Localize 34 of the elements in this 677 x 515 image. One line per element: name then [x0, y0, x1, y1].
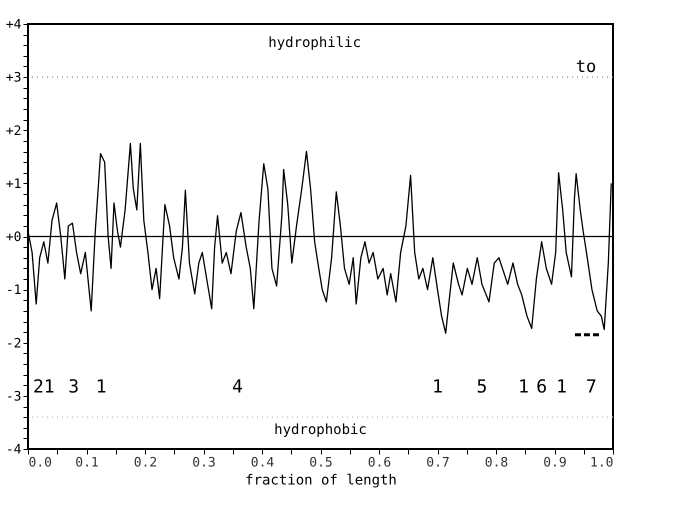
x-tick-label: 1.0	[590, 456, 614, 470]
x-axis-title: fraction of length	[245, 472, 397, 488]
y-tick-label: -4	[6, 442, 22, 458]
annotation: 1	[96, 376, 107, 398]
x-tick-label: 0.6	[368, 456, 392, 470]
y-tick-label: +1	[6, 176, 22, 192]
annotation: hydrophilic	[268, 35, 362, 52]
annotation: 1	[556, 376, 567, 398]
y-tick-label: +4	[6, 18, 22, 32]
annotation: 3	[68, 376, 80, 398]
ref-line-label: to	[576, 57, 596, 78]
x-tick-label: 0.4	[250, 456, 274, 470]
x-tick-label: 0.8	[484, 456, 508, 470]
y-tick-label: -3	[6, 389, 22, 404]
x-tick-label: 0.3	[192, 456, 216, 470]
y-tick-label: +2	[6, 124, 22, 139]
x-tick-label: 0.7	[426, 456, 450, 470]
y-tick-label: -1	[6, 283, 22, 298]
annotation: 7	[586, 376, 597, 398]
y-tick-label: -2	[6, 336, 22, 352]
x-tick-label: 0.0	[28, 456, 52, 470]
annotation: 1	[518, 376, 529, 398]
y-tick-label: +0	[6, 230, 22, 245]
x-tick-label: 0.5	[309, 456, 333, 470]
x-tick-label: 0.2	[134, 456, 158, 470]
annotation: 6	[536, 376, 548, 398]
annotation: 1	[432, 376, 443, 398]
annotation: hydrophobic	[274, 422, 367, 438]
y-tick-label: +3	[6, 70, 22, 86]
x-tick-label: 0.9	[543, 456, 567, 470]
annotation: 4	[232, 376, 243, 398]
annotation: 5	[476, 376, 488, 398]
x-tick-label: 0.1	[75, 456, 99, 470]
annotation: 21	[32, 376, 55, 398]
